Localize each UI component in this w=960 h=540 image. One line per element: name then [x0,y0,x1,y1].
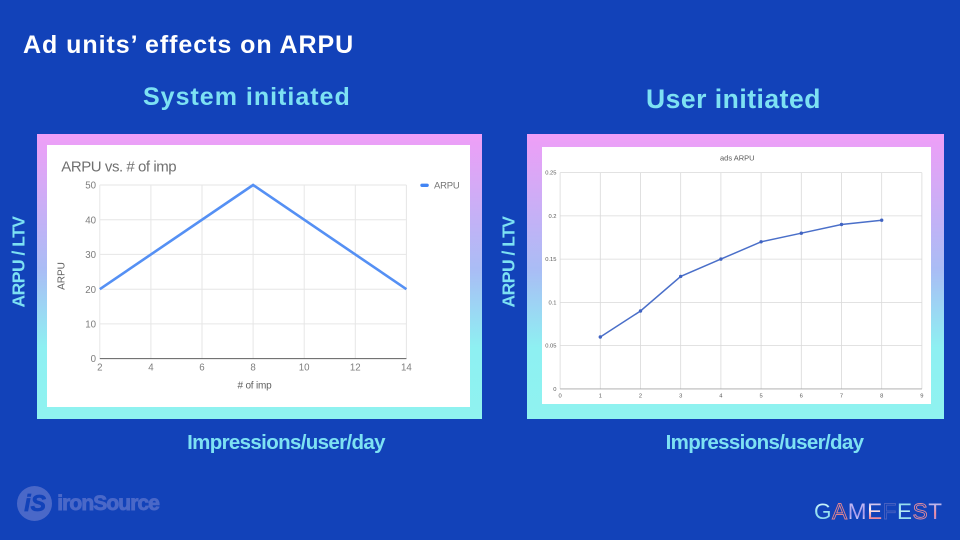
svg-text:3: 3 [679,393,682,399]
svg-text:8: 8 [250,362,255,373]
svg-text:0.15: 0.15 [545,257,556,263]
svg-text:30: 30 [85,250,96,261]
svg-text:0.05: 0.05 [545,343,556,349]
svg-text:7: 7 [840,393,843,399]
svg-text:0: 0 [553,387,556,393]
svg-text:0.2: 0.2 [548,214,556,220]
svg-text:2: 2 [639,393,642,399]
svg-text:6: 6 [799,393,802,399]
svg-text:6: 6 [199,362,204,373]
svg-text:0: 0 [91,354,97,365]
svg-text:5: 5 [759,393,762,399]
svg-text:ARPU: ARPU [434,180,460,191]
svg-text:1: 1 [598,393,601,399]
svg-text:4: 4 [148,362,154,373]
svg-text:9: 9 [920,393,923,399]
svg-text:4: 4 [719,393,723,399]
svg-text:iS: iS [24,490,46,516]
svg-text:0.25: 0.25 [545,170,556,176]
svg-text:14: 14 [401,362,412,373]
svg-text:0.1: 0.1 [548,300,556,306]
svg-text:# of imp: # of imp [238,381,273,392]
svg-text:12: 12 [350,362,361,373]
svg-text:ironSource: ironSource [57,492,159,515]
svg-text:50: 50 [85,181,96,192]
svg-text:ARPU vs. # of imp: ARPU vs. # of imp [61,158,176,175]
svg-text:10: 10 [85,320,96,331]
svg-text:ARPU: ARPU [57,262,68,290]
svg-text:10: 10 [299,362,310,373]
svg-text:8: 8 [880,393,883,399]
svg-text:20: 20 [85,285,96,296]
svg-text:0: 0 [558,393,561,399]
svg-text:40: 40 [85,215,96,226]
svg-text:2: 2 [97,362,102,373]
svg-text:ads ARPU: ads ARPU [720,153,755,162]
